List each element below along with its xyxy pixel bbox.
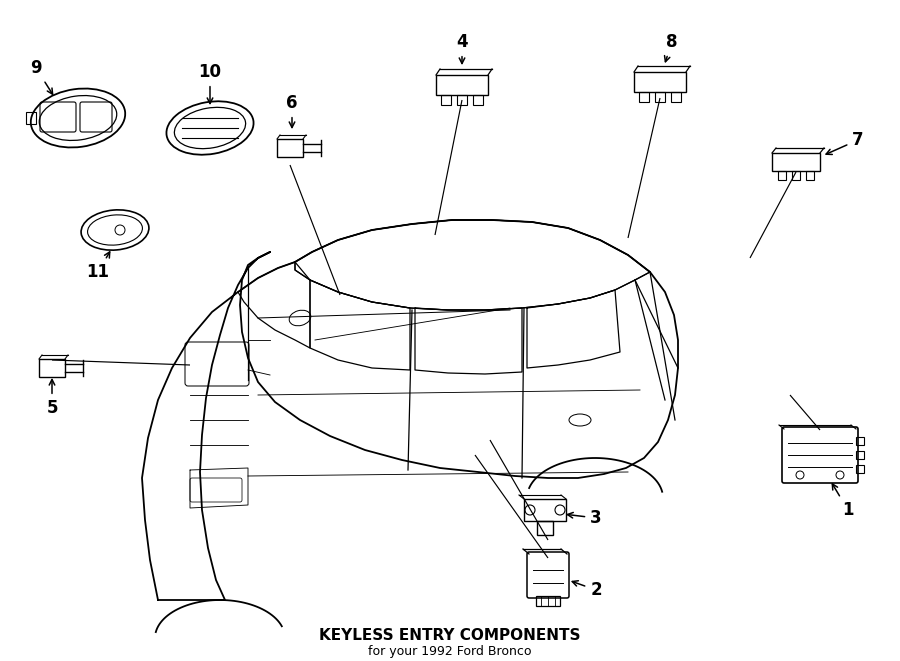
Bar <box>524 499 566 521</box>
Text: 6: 6 <box>286 94 298 128</box>
Bar <box>634 72 686 92</box>
Bar <box>39 359 65 377</box>
Text: 1: 1 <box>832 484 854 519</box>
Text: 4: 4 <box>456 33 468 63</box>
Bar <box>778 171 786 180</box>
Text: 11: 11 <box>86 252 110 281</box>
Bar <box>806 171 814 180</box>
Bar <box>671 92 681 102</box>
Bar <box>441 95 451 105</box>
Bar <box>536 596 560 606</box>
Bar <box>856 465 864 473</box>
Text: KEYLESS ENTRY COMPONENTS: KEYLESS ENTRY COMPONENTS <box>320 627 580 642</box>
Bar <box>856 437 864 445</box>
Bar <box>277 139 303 157</box>
Text: for your 1992 Ford Bronco: for your 1992 Ford Bronco <box>368 646 532 658</box>
Text: 7: 7 <box>826 131 864 155</box>
Text: 2: 2 <box>572 581 602 599</box>
Bar <box>639 92 649 102</box>
Bar <box>473 95 483 105</box>
Bar <box>856 451 864 459</box>
Text: 3: 3 <box>568 509 602 527</box>
Text: 9: 9 <box>31 59 52 95</box>
Bar <box>792 171 800 180</box>
Bar <box>772 153 820 171</box>
Bar <box>457 95 467 105</box>
Text: 10: 10 <box>199 63 221 104</box>
Bar <box>655 92 665 102</box>
Bar <box>26 112 36 124</box>
Bar <box>537 521 553 535</box>
Text: 5: 5 <box>46 379 58 417</box>
Bar <box>436 75 488 95</box>
Text: 8: 8 <box>664 33 678 61</box>
